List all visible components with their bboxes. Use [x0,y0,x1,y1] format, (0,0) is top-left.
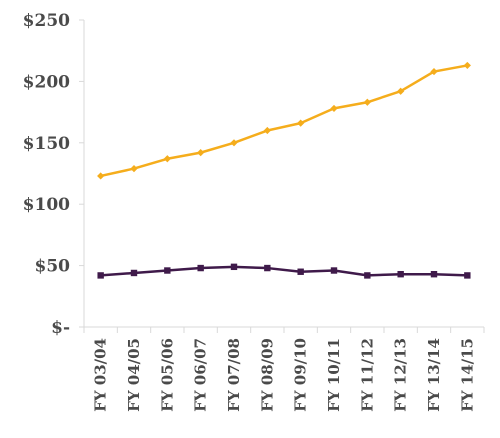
y-tick-label: $50 [35,257,71,277]
data-point-diamond [130,164,138,173]
x-tick-label: FY 14/15 [458,338,476,412]
x-tick-label: FY 04/05 [125,338,143,412]
data-point-diamond [197,149,205,157]
x-tick-label: FY 10/11 [325,338,343,412]
data-point-square [464,272,471,279]
data-point-square [330,267,338,274]
data-point-square [164,267,171,274]
series-2 [97,263,471,279]
x-tick-label: FY 05/06 [158,338,176,412]
y-axis-ticks: $- $50 $100 $150 $200 $250 [23,11,84,338]
y-tick-label: $- [51,318,70,338]
data-point-square [97,272,104,279]
data-point-square [430,270,438,278]
x-tick-label: FY 08/09 [258,338,276,412]
x-tick-label: FY 13/14 [425,338,443,412]
data-point-diamond [330,104,338,113]
data-point-square [197,264,204,272]
x-tick-label: FY 06/07 [192,338,210,412]
data-point-diamond [297,119,305,127]
series-group [97,61,471,279]
y-tick-label: $200 [23,72,70,92]
y-tick-label: $100 [23,195,70,215]
x-axis-ticks: FY 03/04 FY 04/05 FY 05/06 FY 06/07 FY 07/08… [83,327,485,412]
data-point-square [264,264,271,272]
data-point-diamond [363,98,371,106]
data-point-square [397,270,404,278]
data-point-diamond [430,67,438,76]
data-point-diamond [263,126,271,135]
data-point-square [130,269,138,277]
series-line [100,265,468,277]
data-point-square [297,268,304,275]
x-tick-label: FY 07/08 [225,338,243,412]
series-line [100,64,468,178]
x-tick-label: FY 12/13 [392,338,410,412]
x-tick-label: FY 11/12 [358,338,376,412]
y-tick-label: $150 [23,134,70,154]
y-tick-label: $250 [23,11,70,31]
data-point-diamond [97,172,105,180]
data-point-square [230,263,238,271]
data-point-square [364,272,371,279]
data-point-diamond [463,61,471,70]
data-point-diamond [163,155,171,163]
axes [83,20,484,328]
series-1 [97,61,471,180]
data-point-diamond [230,139,238,147]
x-tick-label: FY 03/04 [92,338,110,412]
data-point-diamond [397,87,405,95]
x-tick-label: FY 09/10 [292,338,310,412]
